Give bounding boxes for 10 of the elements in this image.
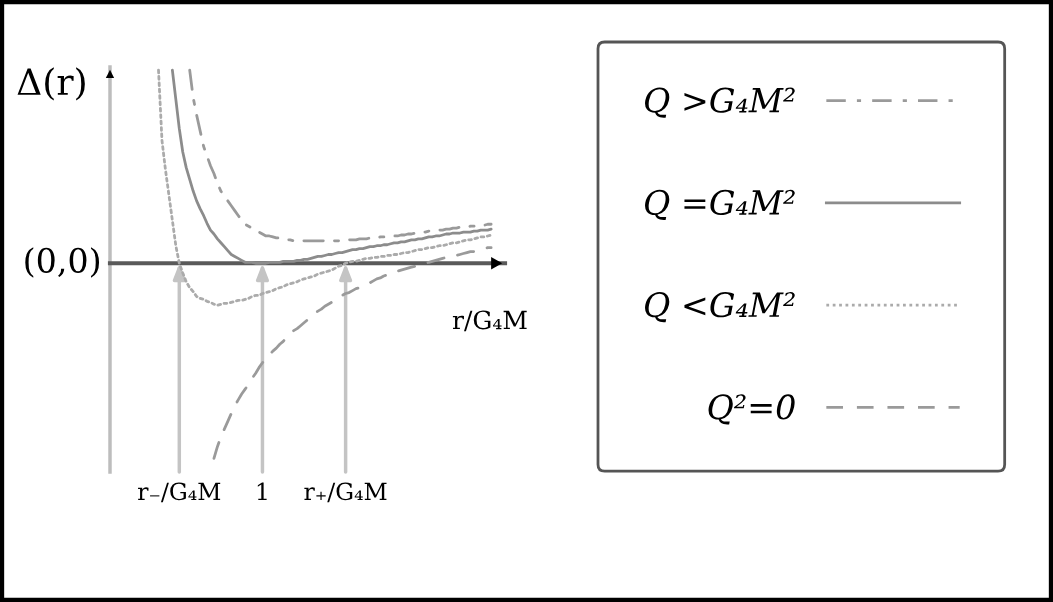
legend-label: Q >G₄M² (645, 87, 795, 118)
legend-label: Q²=0 (708, 394, 795, 425)
y-axis-title: Δ(r) (17, 67, 85, 101)
x-tick-label: 1 (257, 482, 267, 500)
legend-label: Q =G₄M² (645, 189, 795, 220)
legend-label: Q <G₄M² (645, 292, 795, 323)
x-tick-label: r₊/G₄M (304, 482, 387, 503)
x-axis-title: r/G₄M (452, 310, 527, 332)
x-tick-label: r₋/G₄M (138, 482, 221, 503)
text: (0,0) (25, 247, 100, 278)
